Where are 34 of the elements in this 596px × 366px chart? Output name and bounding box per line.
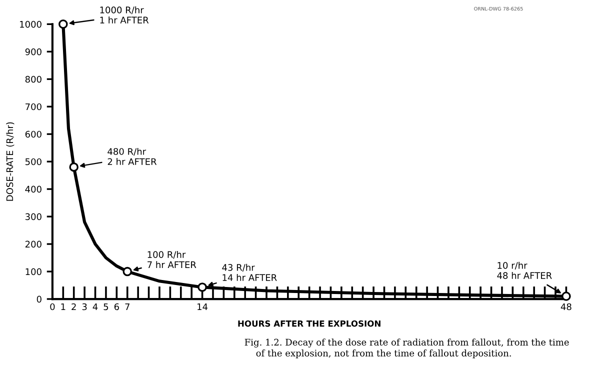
point: [69, 162, 78, 172]
x-tick-label: 1: [61, 303, 66, 310]
y-tick-label: 500: [25, 158, 42, 166]
x-tick-label: 48: [560, 303, 572, 310]
x-tick-label: 7: [125, 303, 130, 310]
point: [198, 282, 207, 292]
y-axis-title: DOSE-RATE (R/hr): [6, 122, 14, 201]
x-tick-label: 3: [82, 303, 87, 310]
annotation: 100 R/hr 7 hr AFTER: [148, 251, 196, 268]
x-tick-label: 5: [104, 303, 108, 310]
y-tick-label: 0: [36, 296, 42, 303]
point: [562, 292, 571, 301]
x-tick-label: 4: [92, 303, 98, 310]
y-tick-label: 100: [26, 268, 42, 276]
x-tick-label: 6: [114, 303, 119, 310]
y-tick-label: 600: [25, 130, 42, 138]
x-tick-label: 14: [198, 303, 208, 310]
point: [122, 266, 132, 276]
y-tick-label: 1000: [20, 20, 42, 28]
annotation: 43 R/hr 14 hr AFTER: [222, 264, 277, 281]
y-tick-label: 300: [25, 213, 42, 220]
x-axis-title: HOURS AFTER THE EXPLOSION: [238, 320, 380, 327]
y-tick-label: 400: [25, 186, 42, 193]
point: [58, 20, 68, 29]
annotation: 10 r/hr 48 hr AFTER: [497, 262, 552, 279]
y-tick-label: 700: [26, 103, 42, 110]
y-tick-label: 200: [25, 240, 42, 248]
y-tick-label: 800: [25, 76, 42, 83]
x-tick-label: 2: [72, 303, 76, 310]
annotation: 480 R/hr 2 hr AFTER: [108, 148, 157, 165]
x-tick-label: 0: [50, 303, 55, 310]
caption: Fig. 1.2. Decay of the dose rate of radiation from fallout, from the time of the explosion, not from the time of fallout deposition.: [244, 338, 569, 358]
annotation: 1000 R/hr 1 hr AFTER: [100, 6, 149, 24]
y-tick-label: 900: [25, 48, 42, 56]
